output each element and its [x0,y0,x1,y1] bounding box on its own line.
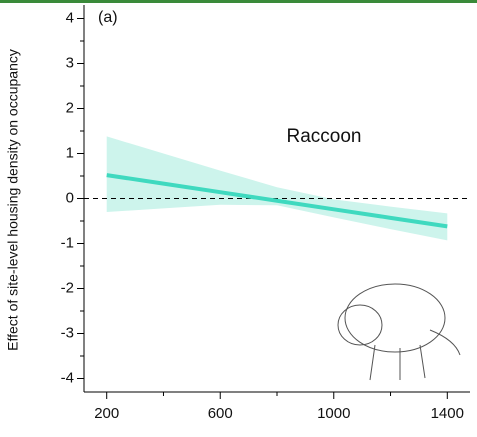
y-axis-label: Effect of site-level housing density on … [5,49,21,351]
x-tick-label: 600 [208,405,233,422]
x-tick-label: 1400 [431,405,464,422]
raccoon-illustration [337,283,461,381]
data-line [106,173,448,229]
x-tick-label: 200 [94,405,119,422]
confidence-band [106,136,448,241]
y-tick-label: 2 [66,99,74,116]
y-tick-label: 4 [66,9,74,26]
y-tick-label: -4 [61,369,74,386]
y-tick-label: 3 [66,54,74,71]
x-tick-label: 1000 [317,405,350,422]
panel-label: (a) [98,9,118,26]
y-tick-label: -3 [61,324,74,341]
y-tick-label: -2 [61,279,74,296]
y-tick-label: 0 [66,189,74,206]
annotation: Raccoon [287,126,362,147]
y-tick-label: -1 [61,234,74,251]
top-strip [0,0,477,3]
y-tick-label: 1 [66,144,74,161]
